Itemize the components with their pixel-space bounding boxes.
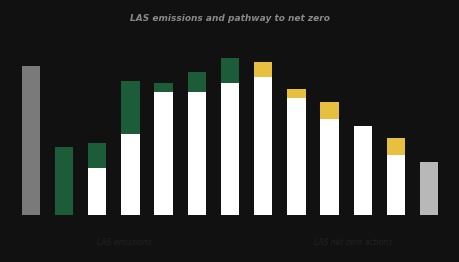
Bar <box>154 83 172 92</box>
Bar <box>419 162 437 215</box>
Bar <box>253 77 272 215</box>
Bar <box>220 83 239 215</box>
Bar <box>22 66 40 215</box>
Bar <box>220 58 239 83</box>
Bar <box>353 125 371 215</box>
Bar <box>287 98 305 215</box>
Bar <box>154 92 172 215</box>
Bar <box>55 147 73 215</box>
Bar <box>121 81 139 134</box>
Bar <box>187 73 206 92</box>
Bar <box>386 155 404 215</box>
Bar <box>320 102 338 119</box>
Bar <box>121 134 139 215</box>
Bar <box>320 119 338 215</box>
Text: LAS net zero actions: LAS net zero actions <box>313 238 391 247</box>
Bar <box>88 168 106 215</box>
Bar <box>386 138 404 155</box>
Bar <box>187 92 206 215</box>
Bar <box>253 62 272 77</box>
Text: LAS emissions: LAS emissions <box>97 238 151 247</box>
Text: LAS emissions and pathway to net zero: LAS emissions and pathway to net zero <box>130 14 329 23</box>
Bar <box>88 143 106 168</box>
Bar <box>287 89 305 98</box>
